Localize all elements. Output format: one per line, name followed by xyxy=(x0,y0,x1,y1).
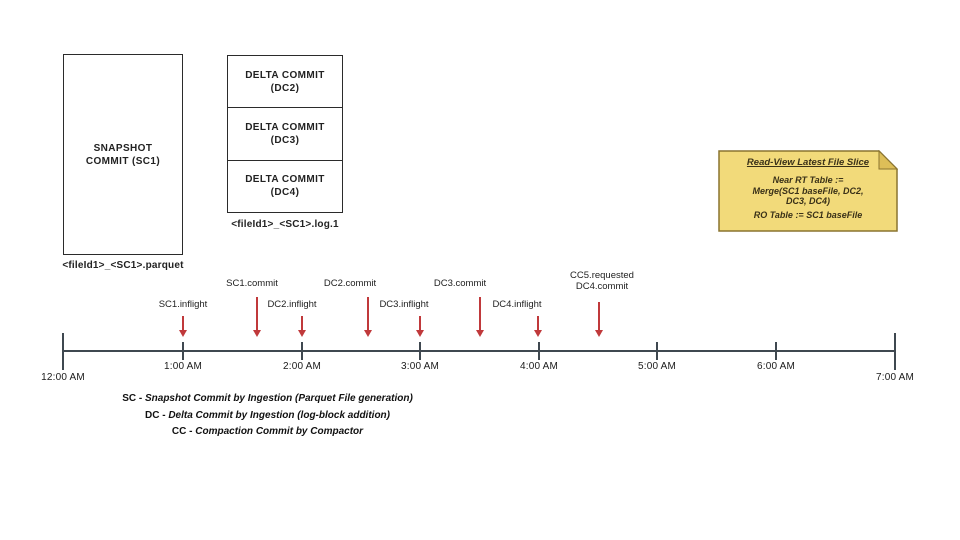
event-label-dc4-inflight: DC4.inflight xyxy=(492,299,542,310)
event-label-cc5-line2: DC4.commit xyxy=(575,280,629,292)
event-label-cc5-line1: CC5.requested xyxy=(570,270,634,281)
event-label-sc1-commit: SC1.commit xyxy=(226,278,278,289)
event-arrow-dc2-inflight xyxy=(297,316,306,337)
log-file-box: DELTA COMMIT (DC2) DELTA COMMIT (DC3) DE… xyxy=(227,55,343,213)
event-arrow-dc3-inflight xyxy=(415,316,424,337)
tick-label-2am: 2:00 AM xyxy=(282,361,322,372)
event-label-sc1-inflight: SC1.inflight xyxy=(158,299,208,310)
parquet-file-caption: <fileId1>_<SC1>.parquet xyxy=(62,260,184,271)
tick-label-1am: 1:00 AM xyxy=(163,361,203,372)
event-arrow-dc4-inflight xyxy=(533,316,542,337)
timeline-tick-1am xyxy=(182,342,184,360)
event-label-dc2-inflight: DC2.inflight xyxy=(267,299,317,310)
delta-commit-cell-dc3: DELTA COMMIT (DC3) xyxy=(228,108,342,161)
timeline-axis xyxy=(63,350,896,352)
tick-label-3am: 3:00 AM xyxy=(400,361,440,372)
event-label-dc3-inflight: DC3.inflight xyxy=(379,299,429,310)
delta-dc2-line1: DELTA COMMIT xyxy=(245,69,325,81)
timeline-tick-5am xyxy=(656,342,658,360)
delta-commit-cell-dc2: DELTA COMMIT (DC2) xyxy=(228,56,342,109)
sticky-note-near-rt-line3: DC3, DC4) xyxy=(785,196,830,206)
tick-label-12am: 12:00 AM xyxy=(41,372,85,383)
delta-dc4-line2: (DC4) xyxy=(270,187,300,199)
event-label-cc5-dc4-commit: CC5.requested DC4.commit xyxy=(547,270,657,292)
sticky-note: Read-View Latest File Slice Near RT Tabl… xyxy=(718,150,898,232)
tick-label-6am: 6:00 AM xyxy=(756,361,796,372)
snapshot-commit-label: SNAPSHOT COMMIT (SC1) xyxy=(86,142,160,168)
event-arrow-sc1-commit xyxy=(252,297,261,337)
timeline-tick-4am xyxy=(538,342,540,360)
delta-commit-label-dc2: DELTA COMMIT (DC2) xyxy=(245,69,325,95)
timeline-tick-2am xyxy=(301,342,303,360)
event-arrow-dc3-commit xyxy=(475,297,484,337)
legend-line-sc: SC - Snapshot Commit by Ingestion (Parqu… xyxy=(60,391,475,408)
tick-label-7am: 7:00 AM xyxy=(875,372,915,383)
legend-dc-text: Delta Commit by Ingestion (log-block add… xyxy=(168,409,390,421)
sticky-note-ro-line: RO Table := SC1 baseFile xyxy=(753,210,863,220)
sticky-note-near-rt-line2: Merge(SC1 baseFile, DC2, xyxy=(752,185,864,196)
event-label-dc3-commit: DC3.commit xyxy=(433,278,487,289)
snapshot-commit-label-line2: COMMIT (SC1) xyxy=(85,155,161,167)
legend-cc-text: Compaction Commit by Compactor xyxy=(195,426,364,437)
legend: SC - Snapshot Commit by Ingestion (Parqu… xyxy=(60,391,475,441)
event-label-dc2-commit: DC2.commit xyxy=(323,278,377,289)
event-arrow-sc1-inflight xyxy=(178,316,187,337)
legend-sc-prefix: SC - xyxy=(122,393,143,404)
snapshot-commit-label-line1: SNAPSHOT xyxy=(93,142,153,154)
tick-label-4am: 4:00 AM xyxy=(519,361,559,372)
legend-dc-prefix: DC - xyxy=(144,409,166,421)
timeline-tick-3am xyxy=(419,342,421,360)
legend-line-dc: DC - Delta Commit by Ingestion (log-bloc… xyxy=(60,408,475,425)
log-file-caption: <fileId1>_<SC1>.log.1 xyxy=(231,219,339,230)
timeline-tick-7am xyxy=(894,333,896,370)
sticky-note-title: Read-View Latest File Slice xyxy=(746,157,870,168)
legend-line-cc: CC - Compaction Commit by Compactor xyxy=(60,424,475,441)
delta-dc2-line2: (DC2) xyxy=(270,82,300,94)
delta-commit-label-dc3: DELTA COMMIT (DC3) xyxy=(245,121,325,147)
delta-dc4-line1: DELTA COMMIT xyxy=(245,174,325,186)
sticky-note-near-rt-line1: Near RT Table := xyxy=(772,175,844,185)
event-arrow-cc5-dc4-commit xyxy=(594,302,603,337)
snapshot-commit-box: SNAPSHOT COMMIT (SC1) xyxy=(63,54,183,255)
legend-sc-text: Snapshot Commit by Ingestion (Parquet Fi… xyxy=(144,393,413,404)
timeline-tick-6am xyxy=(775,342,777,360)
timeline-tick-12am xyxy=(62,333,64,370)
delta-commit-label-dc4: DELTA COMMIT (DC4) xyxy=(245,173,325,199)
event-arrow-dc2-commit xyxy=(363,297,372,337)
delta-dc3-line2: (DC3) xyxy=(270,134,300,146)
legend-cc-prefix: CC - xyxy=(171,426,193,437)
delta-dc3-line1: DELTA COMMIT xyxy=(245,121,325,133)
tick-label-5am: 5:00 AM xyxy=(637,361,677,372)
sticky-note-shape xyxy=(718,150,898,232)
delta-commit-cell-dc4: DELTA COMMIT (DC4) xyxy=(228,161,342,212)
